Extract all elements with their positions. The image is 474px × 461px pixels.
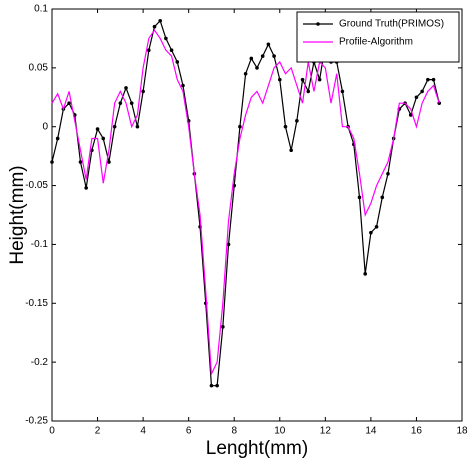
x-tick-label: 16 bbox=[411, 426, 423, 437]
y-tick-label: 0.1 bbox=[34, 4, 48, 15]
data-point bbox=[426, 77, 430, 82]
x-tick-label: 8 bbox=[231, 426, 237, 437]
y-tick-label: -0.2 bbox=[31, 357, 49, 368]
data-point bbox=[300, 77, 305, 82]
data-point bbox=[255, 66, 259, 70]
data-point bbox=[55, 136, 60, 141]
legend-box bbox=[296, 11, 460, 63]
data-point bbox=[169, 48, 174, 52]
data-point bbox=[260, 54, 265, 58]
data-point bbox=[266, 42, 271, 47]
x-tick-label: 6 bbox=[186, 426, 192, 437]
data-point bbox=[124, 86, 128, 90]
data-point bbox=[215, 383, 219, 388]
legend-label: Ground Truth(PRIMOS) bbox=[339, 19, 444, 30]
y-tick-label: -0.05 bbox=[25, 180, 48, 191]
data-point bbox=[408, 113, 413, 117]
legend-label: Profile-Algorithm bbox=[339, 37, 413, 48]
data-point bbox=[238, 124, 242, 129]
x-tick-label: 18 bbox=[456, 426, 468, 437]
data-point bbox=[317, 77, 322, 82]
data-point bbox=[175, 60, 180, 64]
data-point bbox=[295, 119, 299, 123]
data-point bbox=[374, 224, 379, 229]
y-tick-label: -0.1 bbox=[31, 239, 49, 250]
x-tick-label: 4 bbox=[140, 426, 146, 437]
data-point bbox=[67, 101, 71, 105]
data-point bbox=[129, 101, 134, 105]
data-point bbox=[277, 77, 282, 82]
x-tick-label: 14 bbox=[365, 426, 377, 437]
data-point bbox=[272, 54, 276, 58]
data-point bbox=[380, 195, 385, 200]
data-point bbox=[95, 127, 100, 131]
data-point bbox=[221, 325, 225, 329]
data-point bbox=[101, 136, 106, 141]
data-point bbox=[357, 195, 362, 200]
y-tick-label: -0.25 bbox=[25, 416, 48, 427]
data-point bbox=[84, 186, 88, 190]
legend: Ground Truth(PRIMOS) Profile-Algorithm bbox=[296, 11, 460, 63]
data-point bbox=[283, 124, 288, 129]
data-point bbox=[386, 172, 390, 176]
x-tick-label: 12 bbox=[320, 426, 332, 437]
legend-marker bbox=[316, 22, 320, 26]
y-tick-label: -0.15 bbox=[25, 298, 48, 309]
data-point bbox=[107, 160, 111, 164]
data-point bbox=[420, 89, 424, 94]
series-line bbox=[51, 29, 440, 377]
y-tick-label: 0 bbox=[42, 121, 48, 132]
data-point bbox=[289, 148, 293, 153]
x-tick-label: 0 bbox=[49, 426, 55, 437]
data-point bbox=[135, 124, 140, 129]
data-point bbox=[249, 56, 254, 61]
data-point bbox=[414, 95, 419, 100]
data-point bbox=[363, 272, 367, 276]
x-tick-label: 10 bbox=[274, 426, 286, 437]
data-point bbox=[147, 48, 151, 52]
data-point bbox=[181, 83, 185, 88]
data-point bbox=[243, 71, 248, 76]
y-axis-label: Height(mm) bbox=[7, 165, 28, 264]
data-point bbox=[369, 230, 373, 235]
data-point bbox=[158, 18, 162, 23]
data-point bbox=[340, 89, 345, 94]
data-point bbox=[164, 36, 168, 41]
x-axis-label: Lenght(mm) bbox=[206, 438, 308, 459]
data-point bbox=[112, 124, 117, 129]
plot-frame bbox=[51, 8, 463, 422]
data-point bbox=[118, 101, 123, 105]
data-point bbox=[78, 160, 83, 164]
data-point bbox=[306, 89, 311, 94]
data-point bbox=[141, 89, 145, 94]
data-point bbox=[209, 383, 214, 388]
y-tick-label: 0.05 bbox=[29, 62, 49, 73]
data-point bbox=[431, 77, 436, 82]
data-point bbox=[152, 24, 157, 29]
x-tick-label: 2 bbox=[95, 426, 101, 437]
data-point bbox=[226, 242, 231, 247]
data-point bbox=[50, 160, 54, 164]
